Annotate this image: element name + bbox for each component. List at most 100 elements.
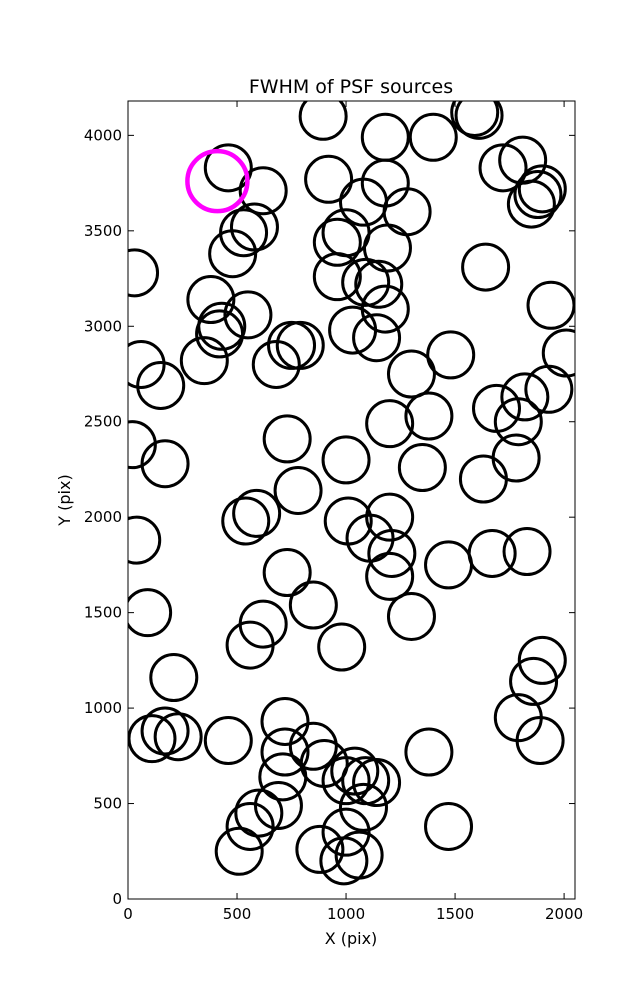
psf-source-circle [136,360,186,410]
psf-source-circle [288,721,338,771]
psf-source-circle [365,551,415,601]
psf-source-circle [238,166,288,216]
axis-ticks: 0 500 1000 1500 2000 0 500 1000 1500 2000 2500 3000… [84,101,583,923]
psf-source-circle [386,349,436,399]
highlighted-psf-source-circle [185,148,250,214]
psf-source-circle [260,727,310,777]
psf-source-circle [321,435,371,485]
psf-source-circle [408,112,458,162]
psf-source-circle [458,454,508,504]
psf-source-circle [128,714,177,764]
psf-source-circle [365,399,415,449]
psf-source-circle [251,339,301,389]
psf-source-circle [397,443,447,493]
y-axis-label: Y (pix) [55,474,74,526]
psf-source-circle [502,527,552,577]
psf-source-circle [234,788,284,838]
psf-source-circle [515,716,565,766]
psf-source-circle [509,656,559,706]
psf-source-circle [341,257,391,307]
psf-source-circle [128,588,173,638]
psf-source-circle [267,320,317,370]
psf-source-circle [186,275,236,325]
psf-source-circle [426,330,476,380]
psf-source-markers [128,101,575,886]
psf-source-circle [225,620,275,670]
plot-area [128,101,575,886]
psf-source-circle [195,309,245,359]
psf-source-circle [321,756,371,806]
psf-source-circle [203,143,253,193]
psf-source-circle [478,143,528,193]
psf-source-circle [140,439,190,489]
psf-source-circle [312,217,362,267]
axes-frame [127,100,576,900]
psf-source-circle [493,397,543,447]
psf-source-circle [214,826,264,876]
x-tick-label: 500 [223,905,252,923]
y-tick-label: 2500 [84,413,122,431]
y-tick-label: 4000 [84,126,122,144]
chart-title: FWHM of PSF sources [249,76,453,98]
highlighted-source-layer [185,148,250,214]
psf-source-circle [312,252,362,302]
psf-source-circle [424,540,474,590]
psf-source-circle [424,801,474,851]
psf-source-circle [382,187,432,237]
psf-source-circle [454,101,504,140]
psf-source-circle [321,807,371,857]
psf-source-circle [262,548,312,598]
psf-source-circle [232,488,282,538]
psf-source-circle [298,101,348,141]
psf-source-circle [225,801,275,851]
psf-source-circle [506,179,556,229]
psf-source-circle [288,580,338,630]
psf-source-circle [461,242,511,292]
psf-source-circle [352,313,402,363]
x-tick-label: 1000 [327,905,365,923]
psf-source-circle [328,305,378,355]
psf-source-circle [352,758,402,808]
y-tick-label: 3000 [84,317,122,335]
x-tick-label: 1500 [436,905,474,923]
psf-source-circle [258,752,308,802]
psf-source-circle [128,515,162,565]
psf-source-circle [450,101,500,137]
psf-source-circle [128,248,160,298]
psf-source-circle [273,465,323,515]
psf-source-circle [360,112,410,162]
psf-source-circle [341,756,391,806]
psf-source-circle [149,653,199,703]
x-tick-label: 0 [123,905,133,923]
y-tick-label: 3500 [84,222,122,240]
psf-source-circle [354,259,404,309]
psf-source-circle [500,372,550,422]
psf-source-circle [317,622,367,672]
y-tick-label: 500 [93,795,122,813]
psf-source-circle [517,164,567,214]
psf-source-circle [513,170,563,220]
y-tick-label: 1500 [84,604,122,622]
psf-source-circle [128,420,157,470]
psf-source-circle [330,746,380,796]
psf-source-circle [262,414,312,464]
psf-source-circle [386,591,436,641]
psf-source-circle [203,716,253,766]
psf-source-circle [179,336,229,386]
x-axis-label: X (pix) [325,929,378,948]
psf-source-circle [404,727,454,777]
psf-source-circle [238,599,288,649]
psf-source-circle [491,433,541,483]
y-tick-label: 2000 [84,508,122,526]
psf-source-circle [153,712,203,762]
y-tick-label: 0 [112,890,122,908]
psf-source-circle [338,782,388,832]
psf-source-circle [362,223,412,273]
psf-source-circle [223,290,273,340]
psf-source-circle [221,496,271,546]
psf-source-circle [128,339,166,389]
psf-source-circle [517,635,567,685]
psf-source-circle [367,528,417,578]
psf-source-circle [526,280,575,330]
